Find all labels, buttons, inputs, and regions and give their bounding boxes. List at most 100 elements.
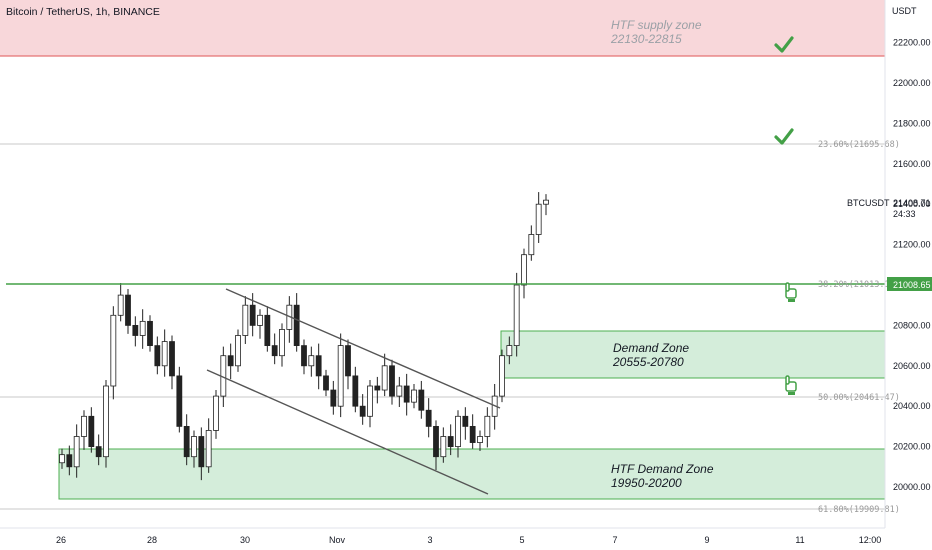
- x-tick-label: 28: [147, 535, 157, 545]
- candle-body: [147, 320, 153, 346]
- htf-supply-zone[interactable]: [0, 0, 885, 56]
- candle-body: [183, 425, 190, 458]
- check-icon: [774, 36, 794, 53]
- x-tick-label: 9: [704, 535, 709, 545]
- candle-body: [440, 436, 447, 458]
- candle-body: [154, 345, 161, 367]
- candle-body: [447, 436, 454, 448]
- last-price: 21408.71: [893, 198, 931, 208]
- y-tick-label: 20800.00: [893, 320, 931, 330]
- x-tick-label: 30: [240, 535, 250, 545]
- candle-body: [264, 314, 271, 346]
- chart-title: Bitcoin / TetherUS, 1h, BINANCE: [6, 6, 160, 18]
- candle-body: [433, 425, 439, 458]
- symbol-name: BTCUSDT: [847, 198, 890, 208]
- candle-body: [330, 389, 337, 407]
- candle-body: [535, 203, 542, 235]
- htf-demand-zone[interactable]: [58, 448, 886, 500]
- x-tick-label: 11: [795, 535, 804, 545]
- candle-body: [132, 324, 139, 336]
- x-tick-label: Nov: [329, 535, 346, 545]
- candle-body: [103, 385, 109, 458]
- y-tick-label: 21800.00: [893, 118, 931, 128]
- candle-body: [389, 365, 395, 397]
- demand-zone[interactable]: [500, 330, 886, 379]
- candle-body: [205, 430, 212, 468]
- price-axis[interactable]: USDT 20000.00 20200.00 20400.00 20600.00 208…: [884, 0, 932, 528]
- candle-body: [381, 365, 388, 391]
- channel-lower-line[interactable]: [206, 369, 489, 495]
- y-tick-label: 20600.00: [893, 361, 931, 371]
- channel-upper-line[interactable]: [225, 288, 501, 409]
- candle-body: [323, 375, 329, 391]
- candle-body: [367, 385, 373, 417]
- pointing-hand-icon: [785, 282, 797, 302]
- candle-body: [176, 375, 183, 427]
- candle-body: [279, 329, 285, 357]
- candle-body: [411, 389, 417, 403]
- candlestick-series: [59, 192, 549, 481]
- demand-zone-range: 20555-20780: [612, 355, 684, 369]
- candle-body: [139, 320, 146, 336]
- candle-body: [469, 425, 476, 443]
- candle-body: [169, 341, 175, 377]
- fib-500-label: 50.00%(20461.47): [818, 393, 900, 403]
- candle-body: [477, 436, 483, 443]
- fib-382-label: 38.20%(21013.13): [818, 280, 900, 290]
- candle-body: [59, 454, 65, 464]
- candle-body: [198, 436, 205, 468]
- candle-body: [161, 341, 168, 367]
- bar-countdown: 24:33: [893, 209, 916, 219]
- time-axis[interactable]: 26 28 30 Nov 3 5 7 9 11 12:00: [0, 527, 885, 545]
- y-tick-label: 20000.00: [893, 482, 931, 492]
- support-price-label: 21008.65: [893, 280, 931, 290]
- candle-body: [315, 355, 322, 377]
- candle-body: [125, 294, 131, 326]
- candle-body: [359, 405, 366, 417]
- y-tick-label: 22000.00: [893, 78, 931, 88]
- candle-body: [213, 395, 219, 431]
- candle-body: [462, 415, 469, 427]
- fib-236-label: 23.60%(21695.68): [818, 140, 900, 150]
- candle-body: [88, 415, 95, 447]
- supply-zone-range: 22130-22815: [610, 32, 682, 46]
- candle-body: [396, 385, 403, 397]
- candle-body: [227, 355, 234, 367]
- candle-body: [301, 345, 307, 367]
- candle-body: [293, 304, 300, 347]
- candle-body: [81, 415, 87, 437]
- candle-body: [521, 254, 527, 286]
- x-tick-label: 26: [56, 535, 66, 545]
- candle-body: [249, 304, 256, 326]
- check-icon: [774, 128, 794, 145]
- candle-body: [337, 345, 344, 407]
- htf-demand-zone-range: 19950-20200: [611, 476, 682, 490]
- candle-body: [95, 446, 102, 458]
- candle-body: [425, 409, 432, 427]
- pointing-hand-icon: [785, 375, 797, 395]
- x-tick-label: 12:00: [859, 535, 882, 545]
- htf-demand-zone-title: HTF Demand Zone: [611, 462, 714, 476]
- y-tick-label: 22200.00: [893, 38, 931, 48]
- candle-body: [374, 385, 381, 391]
- candle-body: [235, 335, 241, 367]
- y-tick-label: 21200.00: [893, 240, 931, 250]
- candle-body: [403, 385, 410, 403]
- supply-zone-title: HTF supply zone: [611, 18, 702, 32]
- axis-currency: USDT: [892, 6, 917, 16]
- demand-zone-title: Demand Zone: [613, 341, 689, 355]
- candle-body: [308, 355, 315, 367]
- candle-body: [543, 199, 549, 205]
- y-tick-label: 20200.00: [893, 442, 931, 452]
- candle-body: [499, 355, 505, 397]
- y-tick-label: 20400.00: [893, 401, 931, 411]
- candle-body: [117, 294, 124, 316]
- y-tick-label: 21400.00: [893, 199, 931, 209]
- x-tick-label: 5: [519, 535, 524, 545]
- candle-body: [191, 436, 197, 458]
- candle-body: [271, 345, 278, 357]
- candle-body: [345, 345, 351, 377]
- candle-body: [418, 389, 425, 411]
- x-tick-label: 7: [612, 535, 617, 545]
